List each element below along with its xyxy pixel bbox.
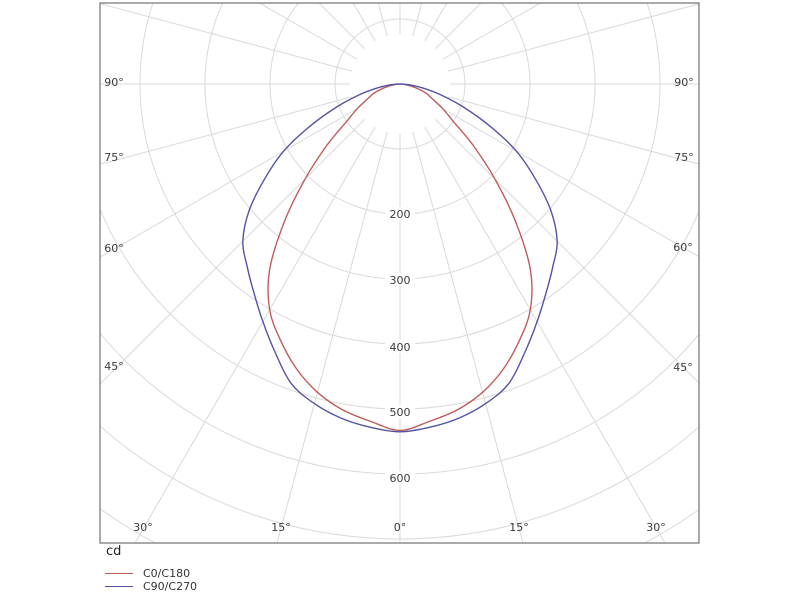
grid-ray [318, 3, 365, 49]
angle-label: 60° [104, 242, 124, 255]
legend-label: C0/C180 [143, 567, 191, 580]
intensity-curves [242, 83, 558, 433]
angle-label: 45° [104, 360, 124, 373]
grid-ray [100, 3, 352, 72]
grid-ray [134, 127, 376, 543]
plot-border [99, 2, 700, 544]
angle-label: 90° [674, 76, 694, 89]
grid-ray [435, 119, 699, 384]
chart-legend: C0/C180 C90/C270 [105, 567, 197, 593]
radial-tick-label: 500 [390, 406, 411, 419]
radial-tick-label: 200 [390, 208, 411, 221]
legend-label: C90/C270 [143, 580, 198, 593]
angle-label: 90° [104, 76, 124, 89]
angle-label: 0° [394, 521, 407, 534]
angle-label: 30° [646, 521, 666, 534]
curve-c0-c180 [267, 83, 533, 432]
units-label: cd [106, 544, 122, 559]
angle-labels: 90° 75° 60° 45° 90° 75° 60° 45° 30° 15° 0° 15° 30° [104, 76, 694, 534]
grid-ray [100, 96, 352, 165]
radial-tick-label: 600 [390, 472, 411, 485]
angle-label: 45° [673, 361, 693, 374]
legend-item-c90-c270: C90/C270 [105, 580, 197, 593]
angle-label: 15° [509, 521, 529, 534]
tick-label-backing [385, 273, 415, 286]
angle-label: 60° [673, 241, 693, 254]
grid-ray [448, 96, 699, 165]
radial-tick-label: 300 [390, 274, 411, 287]
angle-label: 15° [271, 521, 291, 534]
tick-label-backing [385, 207, 415, 220]
grid-ray [443, 3, 542, 60]
grid-ray [435, 3, 482, 49]
angle-label: 75° [674, 151, 694, 164]
legend-item-c0-c180: C0/C180 [105, 567, 197, 580]
grid-ray [424, 127, 666, 543]
tick-label-backing [385, 405, 415, 418]
legend-line-red [105, 573, 133, 574]
grid-ray [448, 3, 699, 72]
grid-ray [258, 3, 357, 60]
tick-label-backing [385, 340, 415, 353]
legend-line-blue [105, 586, 133, 587]
angle-label: 30° [133, 521, 153, 534]
angle-label: 75° [104, 151, 124, 164]
curve-c90-c270 [242, 83, 558, 433]
grid-ray [100, 119, 365, 385]
radial-tick-labels: 200 300 400 500 600 [385, 207, 415, 485]
tick-label-backing [385, 471, 415, 484]
radial-tick-label: 400 [390, 341, 411, 354]
